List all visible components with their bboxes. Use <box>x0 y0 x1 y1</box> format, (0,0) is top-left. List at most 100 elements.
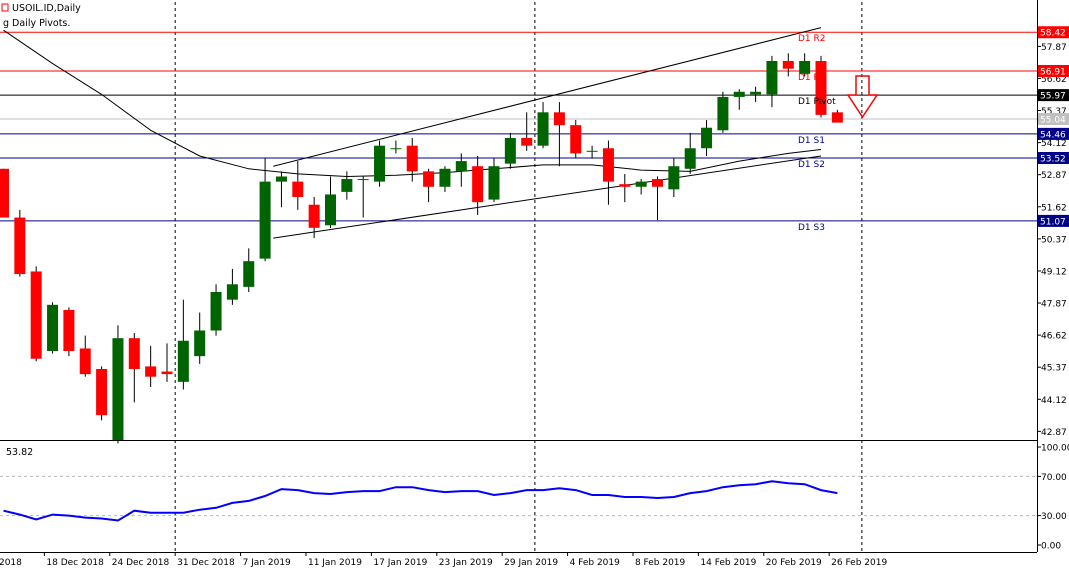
pivot-layer <box>0 31 1037 222</box>
price-tick-label: 47.87 <box>1041 300 1067 310</box>
candle-bear <box>570 125 582 154</box>
candle-bull <box>275 176 287 182</box>
rsi-tick-label: 0.00 <box>1041 542 1061 552</box>
candle-bull <box>325 194 336 226</box>
date-tick-label: 26 Feb 2019 <box>831 558 887 568</box>
candle-bull <box>799 60 811 74</box>
candle-bull <box>504 137 516 164</box>
candle-bull <box>439 168 451 187</box>
price-tick-label: 42.87 <box>1041 428 1067 438</box>
date-tick-label: 18 Dec 2018 <box>46 558 104 568</box>
candle-bull <box>357 179 369 181</box>
date-tick-label: 17 Jan 2019 <box>373 558 427 568</box>
candles-layer <box>0 53 843 444</box>
pivot-name-label: D1 S2 <box>798 160 825 170</box>
rsi-value-label: 53.82 <box>6 447 33 458</box>
pivot-price-tag-label: 51.07 <box>1040 217 1066 227</box>
price-tick-label: 56.62 <box>1041 75 1067 85</box>
candle-bear <box>308 204 320 228</box>
date-tick-label: 31 Dec 2018 <box>177 558 235 568</box>
header-symbol: USOIL.ID,Daily <box>1 3 81 14</box>
pivot-price-tag-label: 58.42 <box>1040 29 1066 39</box>
price-tick-label: 55.37 <box>1041 107 1067 117</box>
pivot-price-tag-label: 56.91 <box>1040 68 1066 78</box>
candle-bear <box>292 181 304 198</box>
rsi-layer <box>0 475 1037 522</box>
candle-bear <box>145 366 157 377</box>
candle-bear <box>553 112 565 126</box>
candle-bear <box>782 60 794 69</box>
labels-layer: D1 R2 D1 R1 D1 Pivot D1 S1 D1 S2 D1 S3 <box>798 34 836 233</box>
date-tick-label: 2018 <box>0 558 22 568</box>
pivot-price-tag <box>1038 89 1069 102</box>
candle-bull <box>537 112 549 146</box>
down-arrow-icon <box>846 75 879 119</box>
moving-average-line <box>3 29 822 178</box>
pivot-name-label: D1 Pivot <box>798 97 836 107</box>
pivot-price-tag <box>1038 65 1069 77</box>
date-tick-label: 29 Jan 2019 <box>504 558 558 568</box>
candle-bull <box>766 60 778 95</box>
channel-trendline <box>273 155 822 239</box>
pivot-price-tag <box>1038 152 1069 165</box>
date-tick-label: 24 Dec 2018 <box>112 558 170 568</box>
pivot-price-tag-label: 54.46 <box>1040 130 1066 140</box>
candle-bear <box>831 112 843 123</box>
candle-bull <box>455 161 467 172</box>
trend-layer <box>3 27 879 239</box>
candle-bull <box>194 330 206 357</box>
candle-bear <box>602 148 614 182</box>
candle-bear <box>652 179 663 187</box>
pivot-name-label: D1 S1 <box>798 136 825 146</box>
candle-bear <box>0 168 9 218</box>
candle-bear <box>472 166 484 203</box>
pivot-name-label: D1 R1 <box>798 73 826 83</box>
candle-bear <box>14 217 26 275</box>
candle-bull <box>374 145 386 182</box>
candle-bear <box>815 60 827 115</box>
candle-bull <box>701 127 713 149</box>
candle-bear <box>161 371 173 375</box>
price-tick-label: 44.12 <box>1041 396 1067 406</box>
candle-bull <box>259 181 271 259</box>
candle-bull <box>243 261 255 287</box>
candle-bull <box>717 96 729 131</box>
candle-bull <box>750 91 762 95</box>
candle-bull <box>684 148 696 169</box>
symbol-label: USOIL.ID,Daily <box>12 3 81 14</box>
rsi-line <box>3 480 838 522</box>
rsi-tick-label: 30.00 <box>1041 512 1067 522</box>
pivot-price-tag-label: 53.52 <box>1040 155 1066 165</box>
date-tick-label: 20 Feb 2019 <box>766 558 822 568</box>
candle-bull <box>635 181 647 187</box>
candle-bull <box>112 338 124 441</box>
symbol-icon <box>1 3 9 12</box>
candle-bull <box>488 166 500 200</box>
candle-bull <box>668 166 680 190</box>
date-tick-label: 4 Feb 2019 <box>570 558 621 568</box>
candle-bull <box>47 304 59 352</box>
price-tick-label: 51.62 <box>1041 203 1067 213</box>
pivot-price-tag <box>1038 127 1069 140</box>
grid-layer <box>174 2 863 552</box>
pivot-price-tag <box>1038 26 1069 39</box>
candle-bull <box>341 179 353 192</box>
candle-bull <box>226 284 238 300</box>
pivot-name-label: D1 S3 <box>798 223 825 233</box>
date-tick-label: 23 Jan 2019 <box>439 558 493 568</box>
date-tick-label: 14 Feb 2019 <box>700 558 756 568</box>
date-tick-label: 7 Jan 2019 <box>243 558 291 568</box>
candle-bull <box>210 291 222 331</box>
candle-bear <box>63 309 75 352</box>
price-tick-label: 46.62 <box>1041 332 1067 342</box>
candle-bear <box>128 338 140 369</box>
pivot-price-tag-label: 55.97 <box>1040 92 1066 102</box>
rsi-tick-label: 100.00 <box>1041 444 1069 454</box>
pivot-price-tag <box>1038 214 1069 227</box>
candle-bear <box>521 137 533 146</box>
candle-bull <box>177 340 189 382</box>
candle-bear <box>406 145 418 172</box>
